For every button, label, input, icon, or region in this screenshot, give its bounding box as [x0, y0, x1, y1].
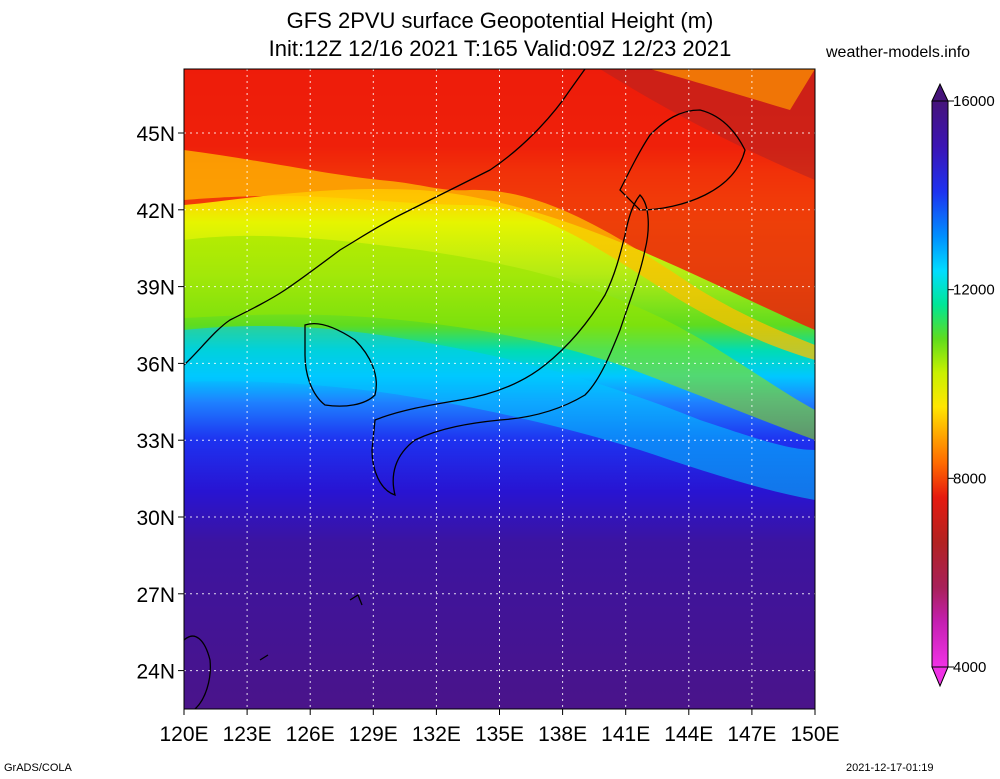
lat-tick-label: 27N [136, 584, 175, 607]
lon-tick-label: 135E [475, 723, 524, 746]
colorbar-scale [931, 100, 949, 668]
lon-tick-label: 138E [538, 723, 587, 746]
colorbar-top-arrow [931, 82, 949, 102]
coastlines [184, 69, 746, 709]
map-title: GFS 2PVU surface Geopotential Height (m) [286, 8, 714, 33]
map-subtitle: Init:12Z 12/16 2021 T:165 Valid:09Z 12/2… [268, 36, 732, 61]
lon-tick-label: 126E [286, 723, 335, 746]
lon-tick-label: 129E [349, 723, 398, 746]
geopotential-field [184, 69, 815, 709]
lon-tick-label: 147E [727, 723, 776, 746]
lat-tick-label: 36N [136, 353, 175, 376]
lon-tick-label: 120E [159, 723, 208, 746]
lon-axis: 120E 123E 126E 129E 132E 135E 138E 141E 144E 147E… [159, 709, 840, 746]
footer-timestamp: 2021-12-17-01:19 [846, 762, 934, 774]
site-credit: weather-models.info [826, 44, 971, 61]
lat-tick-label: 45N [136, 123, 175, 146]
lat-tick-label: 33N [136, 430, 175, 453]
lon-tick-label: 144E [664, 723, 713, 746]
lon-tick-label: 132E [412, 723, 461, 746]
lon-tick-label: 141E [601, 723, 650, 746]
colorbar-label: 12000 [953, 282, 995, 299]
lat-tick-label: 39N [136, 277, 175, 300]
lat-tick-label: 30N [136, 507, 175, 530]
footer-software: GrADS/COLA [4, 762, 72, 774]
colorbar: 16000 12000 8000 4000 [931, 82, 995, 688]
colorbar-bottom-arrow [931, 666, 949, 688]
lon-tick-label: 150E [790, 723, 839, 746]
colorbar-label: 8000 [953, 470, 986, 487]
lat-tick-label: 42N [136, 200, 175, 223]
graticule [184, 69, 815, 709]
colorbar-label: 4000 [953, 659, 986, 676]
lat-axis: 45N 42N 39N 36N 33N 30N 27N 24N [136, 123, 184, 684]
lon-tick-label: 123E [223, 723, 272, 746]
lat-tick-label: 24N [136, 661, 175, 684]
colorbar-label: 16000 [953, 93, 995, 110]
